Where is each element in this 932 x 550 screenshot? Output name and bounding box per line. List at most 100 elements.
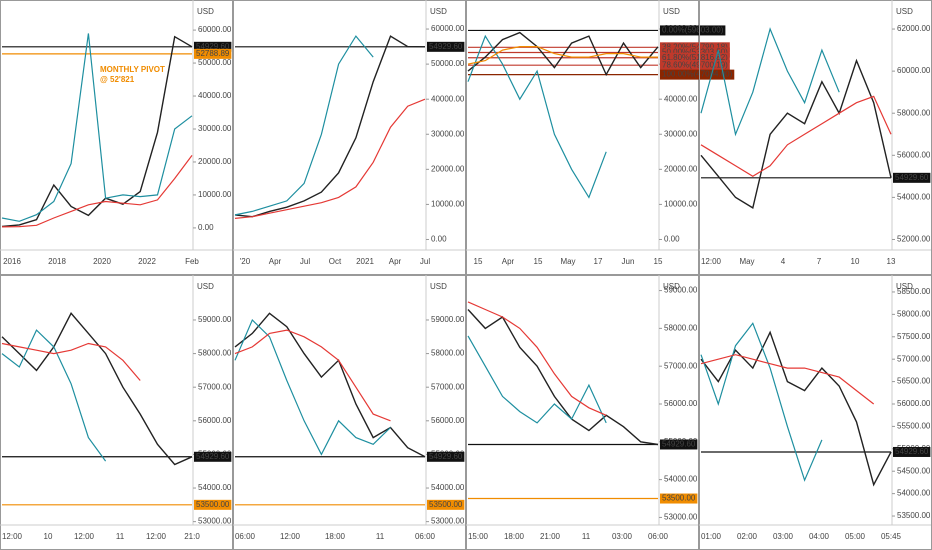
level-label-bg (194, 41, 232, 52)
x-tick-label: '20 (240, 257, 251, 266)
x-tick-label: 15 (534, 257, 543, 266)
y-tick-label: 58000.00 (198, 349, 232, 358)
x-tick-label: 18:00 (325, 532, 346, 541)
y-tick-label: 30000.00 (664, 129, 698, 138)
y-tick-label: 53500.00 (897, 511, 931, 520)
x-tick-label: 12:00 (2, 532, 23, 541)
x-tick-label: 21:00 (540, 532, 561, 541)
level-label: 0.00%(59603.00) (662, 26, 724, 35)
x-tick-label: 04:00 (809, 532, 830, 541)
x-tick-label: 11 (376, 532, 385, 541)
x-tick-label: 10 (44, 532, 53, 541)
series-line (234, 312, 426, 458)
series-line (467, 335, 607, 424)
y-tick-label: 0.00 (664, 235, 680, 244)
level-label: 78.60%(49700.19) (662, 60, 728, 69)
level-label: 53500.00 (662, 494, 696, 503)
level-label: 52788.89 (196, 49, 230, 58)
x-tick-label: 2020 (93, 257, 111, 266)
y-tick-label: 56000.00 (431, 416, 465, 425)
level-label-bg (660, 47, 730, 58)
x-tick-label: 06:00 (415, 532, 436, 541)
y-tick-label: 40000.00 (198, 91, 232, 100)
y-tick-label: 0.00 (198, 223, 214, 232)
x-tick-label: Jul (420, 257, 430, 266)
level-label-bg (660, 439, 698, 450)
y-tick-label: 57000.00 (664, 361, 698, 370)
series-line (234, 329, 391, 422)
y-tick-label: 54000.00 (897, 489, 931, 498)
x-tick-label: 12:00 (701, 257, 722, 266)
x-tick-label: 12:00 (74, 532, 95, 541)
y-tick-label: 56500.00 (897, 377, 931, 386)
series-line (1, 329, 107, 462)
y-tick-label: 54000.00 (897, 193, 931, 202)
series-line (234, 35, 374, 216)
level-label: 53500.00 (196, 500, 230, 509)
y-tick-label: 58000.00 (897, 309, 931, 318)
x-tick-label: 15 (474, 257, 483, 266)
currency: USD (430, 282, 447, 291)
currency: USD (430, 7, 447, 16)
y-tick-label: 58000.00 (664, 323, 698, 332)
level-label: 100.00%(47004.00) (662, 70, 733, 79)
y-tick-label: 54000.00 (431, 483, 465, 492)
x-tick-label: 06:00 (235, 532, 256, 541)
x-tick-label: 05:00 (845, 532, 866, 541)
x-tick-label: 05:45 (881, 532, 902, 541)
y-tick-label: 10000.00 (664, 200, 698, 209)
y-tick-label: 57500.00 (897, 332, 931, 341)
level-label: 54929.60 (429, 42, 463, 51)
x-tick-label: 4 (781, 257, 786, 266)
y-tick-label: 62000.00 (897, 24, 931, 33)
x-tick-label: 03:00 (773, 532, 794, 541)
y-tick-label: 52000.00 (897, 235, 931, 244)
level-label: 61.80%(51816.82) (662, 53, 728, 62)
series-line (1, 312, 193, 466)
level-label-bg (893, 172, 931, 183)
x-tick-label: Apr (389, 257, 402, 266)
series-line (467, 34, 607, 199)
x-tick-label: 02:00 (737, 532, 758, 541)
level-label-bg (194, 48, 232, 59)
y-tick-label: 60000.00 (897, 66, 931, 75)
series-line (234, 35, 426, 218)
y-tick-label: 50000.00 (198, 58, 232, 67)
series-line (700, 58, 892, 209)
level-label-bg (194, 499, 232, 510)
y-tick-label: 56000.00 (198, 416, 232, 425)
y-tick-label: 30000.00 (431, 129, 465, 138)
x-tick-label: Jul (300, 257, 310, 266)
x-tick-label: Jun (622, 257, 635, 266)
annotation: @ 52'821 (100, 75, 135, 84)
x-tick-label: 03:00 (612, 532, 633, 541)
x-tick-label: Oct (329, 257, 342, 266)
level-label: 53500.00 (429, 500, 463, 509)
x-tick-label: 11 (116, 532, 125, 541)
level-label-bg (660, 60, 730, 71)
level-label: 54929.60 (895, 173, 929, 182)
x-tick-label: 7 (817, 257, 822, 266)
x-tick-label: Apr (502, 257, 515, 266)
level-label-bg (660, 69, 735, 80)
y-tick-label: 60000.00 (198, 25, 232, 34)
x-tick-label: 06:00 (648, 532, 669, 541)
x-tick-label: 12:00 (280, 532, 301, 541)
y-tick-label: 20000.00 (431, 164, 465, 173)
y-tick-label: 60000.00 (431, 24, 465, 33)
level-label: 54929.60 (662, 440, 696, 449)
annotation: MONTHLY PIVOT (100, 65, 165, 74)
y-tick-label: 54000.00 (198, 483, 232, 492)
y-tick-label: 56000.00 (897, 150, 931, 159)
level-label-bg (660, 493, 698, 504)
series-line (700, 330, 892, 487)
level-label: 50.00%(53303.50) (662, 48, 728, 57)
x-tick-label: 12:00 (146, 532, 167, 541)
currency: USD (197, 7, 214, 16)
series-line (1, 342, 141, 381)
level-label: 38.20%(54790.18) (662, 42, 728, 51)
y-tick-label: 40000.00 (664, 94, 698, 103)
y-tick-label: 0.00 (431, 235, 447, 244)
y-tick-label: 53000.00 (664, 513, 698, 522)
y-tick-label: 58500.00 (897, 287, 931, 296)
